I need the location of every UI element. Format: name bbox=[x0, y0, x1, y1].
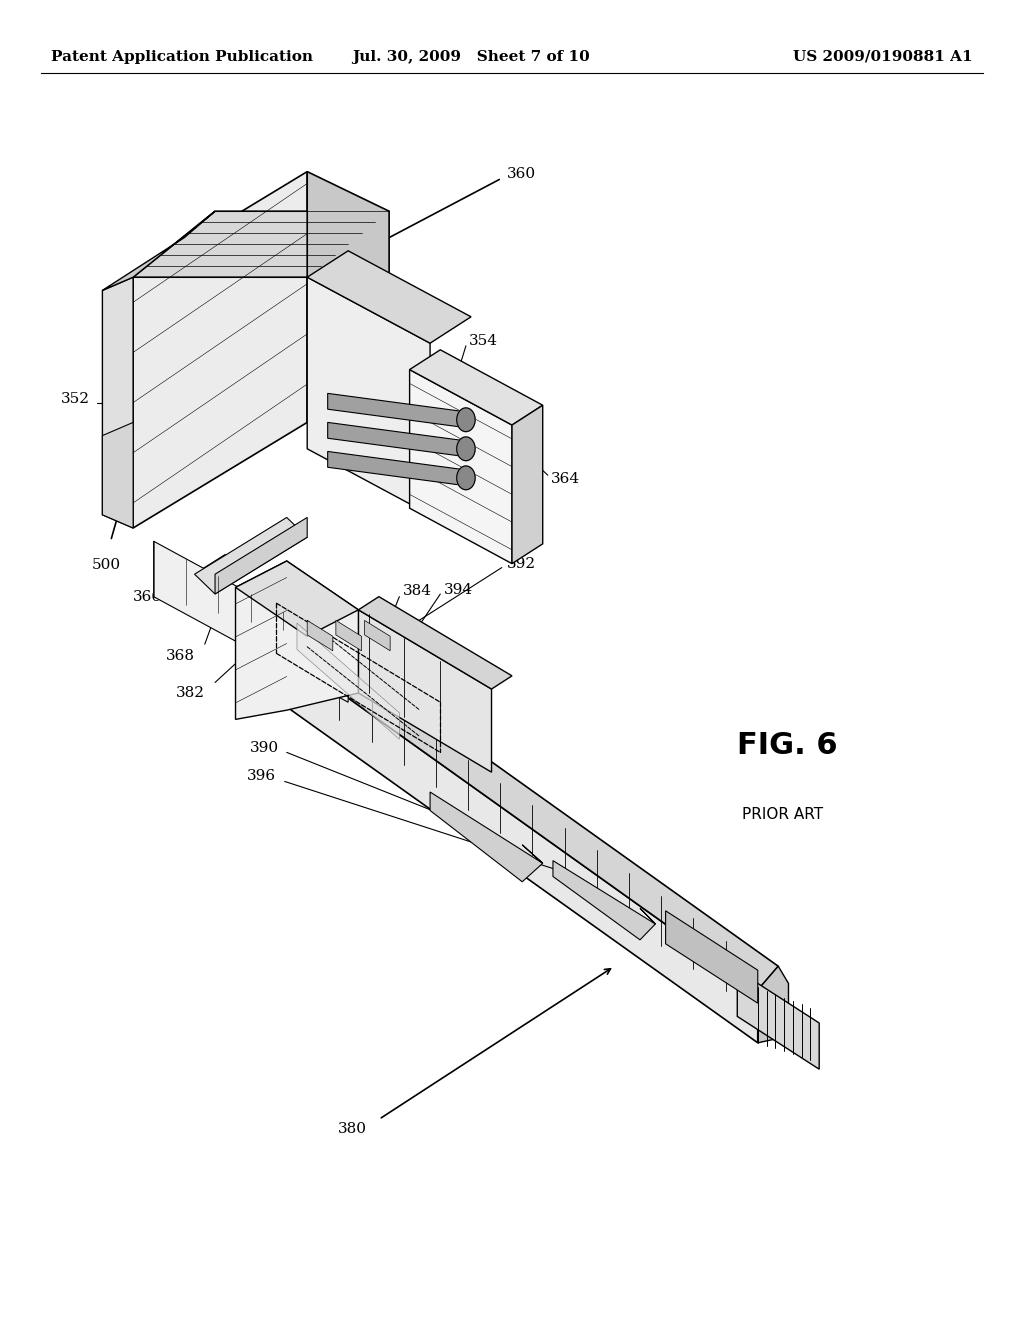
Text: 368: 368 bbox=[166, 649, 195, 663]
Circle shape bbox=[457, 408, 475, 432]
Text: 500: 500 bbox=[92, 558, 121, 572]
Polygon shape bbox=[336, 620, 361, 651]
Polygon shape bbox=[512, 405, 543, 564]
Polygon shape bbox=[297, 623, 399, 739]
Polygon shape bbox=[737, 970, 819, 1069]
Polygon shape bbox=[276, 623, 778, 990]
Polygon shape bbox=[758, 966, 788, 1043]
Polygon shape bbox=[276, 647, 758, 1043]
Polygon shape bbox=[430, 792, 543, 882]
Text: 382: 382 bbox=[176, 686, 205, 700]
Polygon shape bbox=[410, 350, 543, 425]
Polygon shape bbox=[358, 597, 512, 689]
Polygon shape bbox=[133, 172, 307, 528]
Text: 360: 360 bbox=[507, 168, 536, 181]
Text: 380: 380 bbox=[338, 1122, 367, 1135]
Polygon shape bbox=[365, 620, 390, 651]
Text: 364: 364 bbox=[551, 473, 580, 486]
Text: 390: 390 bbox=[250, 742, 279, 755]
Circle shape bbox=[457, 437, 475, 461]
Polygon shape bbox=[358, 610, 492, 772]
Text: 392: 392 bbox=[507, 557, 536, 570]
Circle shape bbox=[457, 466, 475, 490]
Polygon shape bbox=[307, 172, 389, 462]
Polygon shape bbox=[307, 251, 471, 343]
Polygon shape bbox=[553, 861, 655, 940]
Text: FIG. 6: FIG. 6 bbox=[737, 731, 838, 760]
Polygon shape bbox=[215, 517, 307, 594]
Text: Patent Application Publication: Patent Application Publication bbox=[51, 50, 313, 63]
Text: 362: 362 bbox=[381, 321, 410, 334]
Text: US 2009/0190881 A1: US 2009/0190881 A1 bbox=[794, 50, 973, 63]
Polygon shape bbox=[307, 620, 333, 651]
Polygon shape bbox=[102, 211, 215, 290]
Polygon shape bbox=[195, 517, 307, 594]
Polygon shape bbox=[328, 451, 466, 486]
Polygon shape bbox=[328, 393, 466, 428]
Polygon shape bbox=[307, 277, 430, 515]
Text: 394: 394 bbox=[443, 583, 472, 597]
Polygon shape bbox=[102, 277, 133, 528]
Text: 384: 384 bbox=[402, 585, 431, 598]
Text: Jul. 30, 2009   Sheet 7 of 10: Jul. 30, 2009 Sheet 7 of 10 bbox=[352, 50, 590, 63]
Text: 354: 354 bbox=[469, 334, 498, 347]
Polygon shape bbox=[410, 370, 512, 564]
Polygon shape bbox=[102, 422, 133, 528]
Text: 352: 352 bbox=[61, 392, 90, 405]
Polygon shape bbox=[236, 561, 358, 719]
Text: 396: 396 bbox=[248, 770, 276, 783]
Text: 366: 366 bbox=[133, 590, 162, 603]
Polygon shape bbox=[236, 561, 358, 636]
Polygon shape bbox=[133, 211, 389, 277]
Polygon shape bbox=[154, 541, 348, 702]
Polygon shape bbox=[666, 911, 758, 1003]
Text: PRIOR ART: PRIOR ART bbox=[742, 807, 823, 822]
Polygon shape bbox=[328, 422, 466, 457]
